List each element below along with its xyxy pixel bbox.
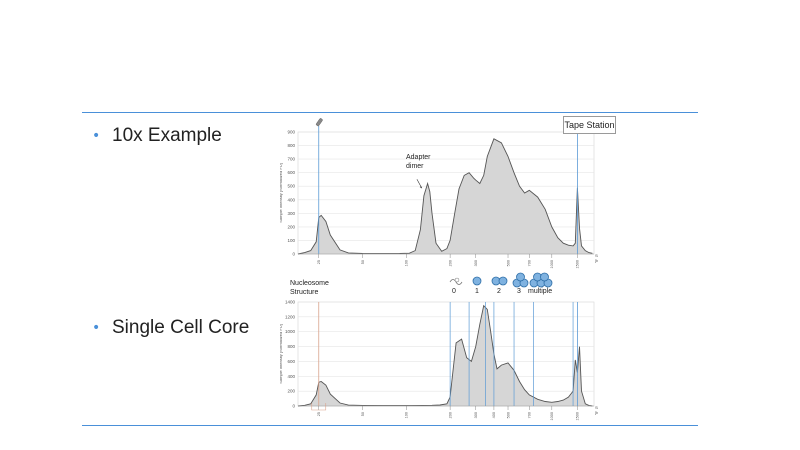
top-rule [82, 112, 698, 113]
chart-10x-example: 0 100 200 300 400 500 600 700 800 900 Sample Inten… [280, 114, 598, 272]
x-tick-label: 400 [492, 412, 496, 418]
y-tick-label: 500 [287, 184, 295, 189]
adapter-dimer-arrowhead [419, 186, 422, 189]
adapter-dimer-annotation: Adapter dimer [406, 153, 431, 171]
y-tick-label: 1000 [285, 329, 296, 334]
x-tick-label: 50 [361, 412, 365, 416]
bullet-single-cell-core: • Single Cell Core [92, 317, 249, 339]
nucleosome-state-0: 0 [452, 288, 456, 295]
y-tick-label: 600 [287, 359, 295, 364]
x-tick-label: 500 [506, 260, 510, 266]
x-tick-label: 1000 [550, 260, 554, 268]
nucleosome-structure-label: Nucleosome Structure [290, 279, 329, 297]
x-tick-label: 25 [317, 260, 321, 264]
bullet-text: Single Cell Core [112, 317, 250, 338]
bottom-rule [82, 425, 698, 426]
y-tick-label: 200 [287, 224, 295, 229]
y-tick-label: 1400 [285, 300, 296, 305]
adapter-dimer-line1: Adapter [406, 154, 431, 161]
nucleosome-state-3: 3 [517, 288, 521, 295]
y-tick-label: 0 [292, 252, 295, 257]
dinucleosome-icon [498, 276, 508, 286]
free-dna-icon [454, 277, 460, 283]
polynucleosome-icon [540, 272, 549, 282]
series-line [297, 138, 593, 255]
nucleosome-state-2: 2 [497, 288, 501, 295]
x-axis-label: Size [595, 253, 598, 258]
x-tick-label: 25 [317, 412, 321, 416]
y-tick-label: 200 [287, 389, 295, 394]
nucleosome-label-line1: Nucleosome [290, 280, 329, 287]
x-tick-label: 50 [361, 260, 365, 264]
series-line [297, 304, 593, 407]
x-tick-label: 700 [528, 260, 532, 266]
x-tick-label: 700 [528, 412, 532, 418]
bullet-10x-example: • 10x Example [92, 125, 222, 147]
nucleosome-icons [449, 272, 553, 288]
trinucleosome-icon [516, 272, 525, 282]
x-tick-label: 500 [506, 412, 510, 418]
y-tick-label: 800 [287, 344, 295, 349]
chart-single-cell-core-svg: 0 200 400 600 800 1000 1200 1400 Sample Intensit… [280, 300, 598, 421]
x-tick-label: 1500 [576, 412, 580, 420]
x-tick-label: 300 [474, 412, 478, 418]
y-tick-label: 800 [287, 143, 295, 148]
marker-pin-icon [315, 118, 323, 127]
nucleosome-state-multiple: multiple [528, 288, 553, 295]
y-tick-label: 100 [287, 238, 295, 243]
nucleosome-state-1: 1 [475, 288, 479, 295]
chart-10x-example-svg: 0 100 200 300 400 500 600 700 800 900 Sample Inten… [280, 118, 598, 268]
y-tick-label: 900 [287, 130, 295, 135]
y-tick-label: 1200 [285, 314, 296, 319]
x-tick-label: 100 [405, 260, 409, 266]
x-tick-label: 100 [405, 412, 409, 418]
y-tick-label: 400 [287, 197, 295, 202]
y-axis-label: Sample Intensity [Normalized FU] [280, 163, 283, 223]
x-tick-label: 300 [474, 260, 478, 266]
x-tick-label: 1000 [550, 412, 554, 420]
y-tick-label: 600 [287, 170, 295, 175]
bullet-dot-icon: • [92, 128, 101, 144]
x-axis-unit: [bp] [595, 258, 598, 263]
series-area [298, 138, 593, 254]
x-axis-unit: [bp] [595, 410, 598, 415]
tape-station-callout: Tape Station [563, 116, 616, 134]
lower-marker-bracket [311, 403, 327, 411]
x-tick-label: 200 [448, 260, 452, 266]
x-tick-label: 200 [448, 412, 452, 418]
y-tick-label: 700 [287, 157, 295, 162]
plot-area [297, 301, 595, 407]
y-tick-label: 400 [287, 374, 295, 379]
bullet-text: 10x Example [112, 125, 222, 146]
nucleosome-label-line2: Structure [290, 289, 319, 296]
bullet-dot-icon: • [92, 320, 101, 336]
y-axis-label: Sample Intensity [Normalized FU] [280, 324, 283, 384]
y-tick-label: 0 [292, 404, 295, 409]
chart-single-cell-core: 0 200 400 600 800 1000 1200 1400 Sample Intensit… [280, 296, 598, 422]
y-tick-label: 300 [287, 211, 295, 216]
x-tick-label: 1500 [576, 260, 580, 268]
adapter-dimer-line2: dimer [406, 163, 424, 170]
mononucleosome-icon [472, 276, 482, 286]
x-axis-label: Size [595, 405, 598, 410]
